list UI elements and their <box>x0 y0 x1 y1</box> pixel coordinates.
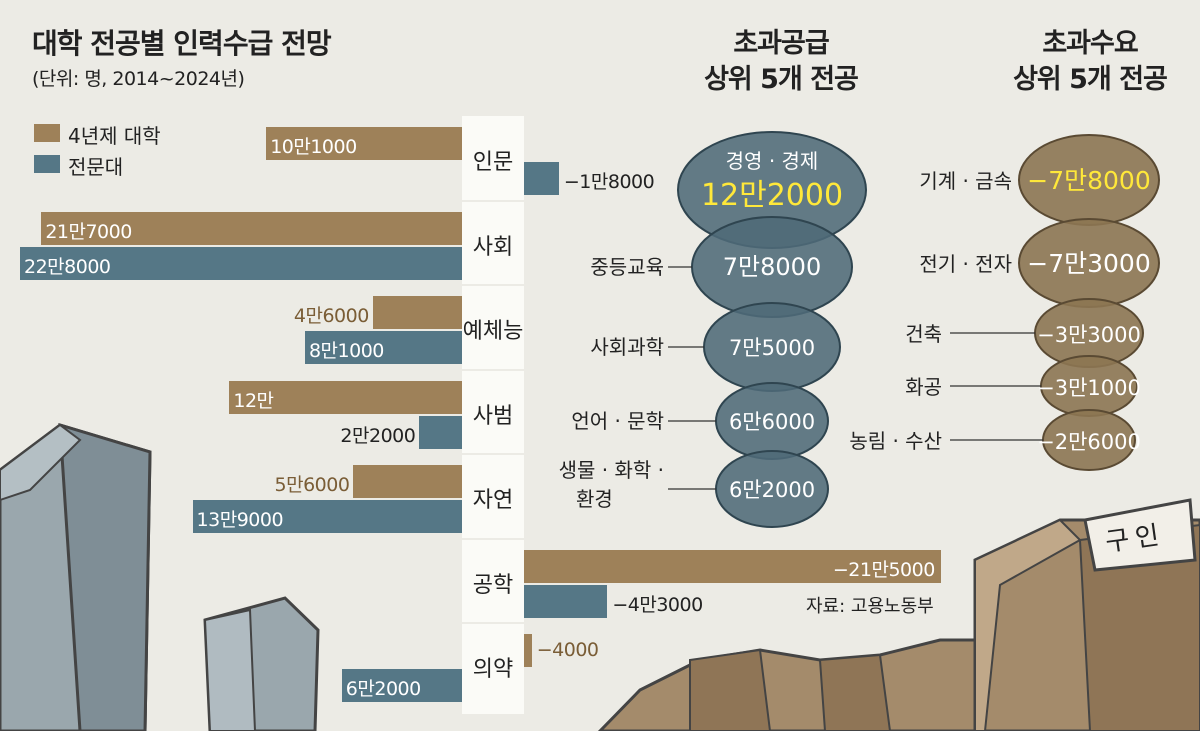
bar-value-label: 13만9000 <box>196 509 284 531</box>
bubble-demand-value: −7만3000 <box>1027 249 1150 278</box>
bar-univ4 <box>524 634 532 667</box>
category-label: 인문 <box>472 150 514 176</box>
bar-value-label: 5만6000 <box>274 474 350 496</box>
bar-univ4 <box>353 465 462 498</box>
bar-value-label: 4만6000 <box>293 305 369 327</box>
bar-univ4 <box>229 380 462 414</box>
category-separator <box>462 537 524 540</box>
legend-label-univ4: 4년제 대학 <box>68 124 161 148</box>
bubble-demand-value: −3만1000 <box>1037 376 1141 400</box>
legend-label-college: 전문대 <box>68 155 124 179</box>
category-label: 사범 <box>472 403 514 429</box>
category-column <box>462 116 524 714</box>
bar-college <box>341 669 462 702</box>
bar-college <box>192 500 462 533</box>
bar-value-label: 21만7000 <box>45 220 132 243</box>
bar-value-label: 2만2000 <box>340 424 416 447</box>
bar-value-label: 6만2000 <box>345 678 421 700</box>
bubble-supply-value: 7만5000 <box>729 336 815 360</box>
demand-title-line2: 상위 5개 전공 <box>1013 64 1168 95</box>
demand-title-line1: 초과수요 <box>1042 28 1138 59</box>
bar-value-label: −4000 <box>536 639 599 661</box>
bubble-demand-category: 전기 · 전자 <box>919 252 1012 276</box>
bar-college <box>524 162 559 195</box>
category-label: 공학 <box>472 572 514 598</box>
demand-title: 초과수요 상위 5개 전공 <box>985 26 1195 98</box>
bar-univ4 <box>372 296 462 329</box>
bar-college <box>304 331 462 364</box>
bar-value-label: 22만8000 <box>24 255 111 278</box>
bar-college <box>524 584 608 618</box>
legend-swatch-college <box>34 155 60 173</box>
bar-value-label: 12만 <box>233 389 274 412</box>
category-label: 자연 <box>472 488 514 514</box>
bubble-supply-value: 12만2000 <box>701 178 843 213</box>
bar-univ4 <box>524 549 941 583</box>
bubble-demand-category: 기계 · 금속 <box>919 169 1012 193</box>
bubble-supply-value: 6만6000 <box>729 410 815 434</box>
category-separator <box>462 622 524 624</box>
bubble-supply-category: 환경 <box>576 487 613 511</box>
bar-college <box>20 246 462 280</box>
bar-value-label: −1만8000 <box>563 171 655 193</box>
bubble-supply-category: 생물 · 화학 · <box>559 458 664 482</box>
bubble-demand-value: −3만3000 <box>1037 323 1141 347</box>
bubble-demand-value: −7만8000 <box>1027 166 1150 195</box>
category-separator <box>462 199 524 202</box>
bar-univ4 <box>266 127 462 160</box>
bubble-supply-category: 중등교육 <box>590 255 664 279</box>
bubble-demand-category: 건축 <box>905 322 942 346</box>
category-separator <box>462 368 524 371</box>
bar-value-label: 10만1000 <box>270 136 357 158</box>
supply-title: 초과공급 상위 5개 전공 <box>676 26 886 98</box>
category-label: 사회 <box>472 234 514 260</box>
legend-swatch-univ4 <box>34 124 60 142</box>
supply-title-line2: 상위 5개 전공 <box>704 64 859 95</box>
source-note: 자료: 고용노동부 <box>806 596 934 617</box>
bubble-demand-category: 농림 · 수산 <box>849 429 942 453</box>
category-label: 예체능 <box>462 319 524 345</box>
unit-note: (단위: 명, 2014~2024년) <box>32 68 245 90</box>
category-label: 의약 <box>472 657 514 683</box>
chart-title: 대학 전공별 인력수급 전망 <box>32 27 332 60</box>
category-separator <box>462 284 524 286</box>
bubble-supply-value: 6만2000 <box>729 478 815 502</box>
bubble-supply-category: 사회과학 <box>590 335 664 359</box>
bubble-supply-category: 경영 · 경제 <box>726 149 819 173</box>
supply-title-line1: 초과공급 <box>733 28 829 59</box>
bar-value-label: −21만5000 <box>832 558 935 581</box>
bar-college <box>419 415 462 449</box>
bubble-supply-category: 언어 · 문학 <box>571 409 664 433</box>
bar-value-label: −4만3000 <box>612 593 703 616</box>
bubble-demand-category: 화공 <box>905 375 942 399</box>
category-separator <box>462 453 524 455</box>
bar-univ4 <box>41 211 462 245</box>
bubble-supply-value: 7만8000 <box>723 253 821 281</box>
bubble-demand-value: −2만6000 <box>1037 430 1141 454</box>
bar-value-label: 8만1000 <box>308 340 384 362</box>
